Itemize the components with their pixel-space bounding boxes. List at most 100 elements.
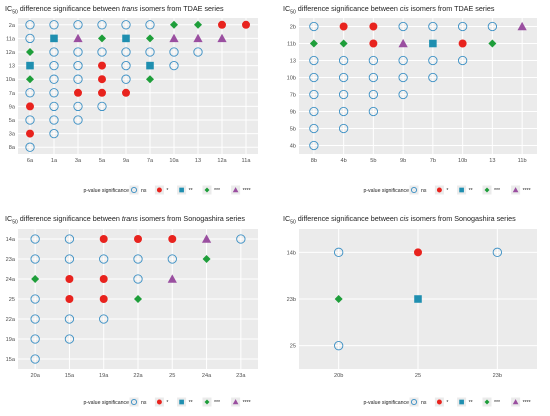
legend-label: ** [189, 188, 193, 194]
x-tick-label: 23b [493, 373, 502, 379]
legend-label: * [166, 400, 168, 406]
point-marker-p-lt-0-0001 [167, 274, 177, 283]
point-marker-ns [309, 55, 319, 66]
point-marker-p-lt-0-0001 [232, 399, 239, 405]
point-marker-p-lt-0-0001 [232, 187, 239, 193]
y-tick-label: 24a [6, 277, 16, 283]
y-tick-label: 3a [9, 132, 16, 138]
point-marker-p-lt-0-05 [156, 187, 162, 193]
point-marker-ns [73, 47, 83, 57]
point-marker-ns [410, 398, 418, 406]
point-marker-ns [338, 106, 349, 117]
plot-background [299, 18, 537, 154]
point-marker-ns [487, 21, 498, 32]
title-text: isomers from Sonogashira series [137, 214, 245, 223]
x-tick-label: 8b [311, 158, 317, 164]
point-marker-ns [169, 47, 179, 57]
points-layer [30, 234, 246, 364]
point-marker-ns [145, 47, 155, 57]
y-tick-label: 8a [9, 145, 16, 151]
point-marker-ns [73, 60, 83, 71]
legend-key [129, 185, 139, 195]
point-marker-p-lt-0-001 [488, 39, 497, 48]
point-marker-ns [64, 334, 75, 344]
y-tick-label: 5b [290, 127, 296, 133]
point-marker-p-lt-0-05 [134, 235, 142, 243]
y-tick-label: 25 [9, 297, 15, 303]
x-tick-label: 13 [195, 158, 201, 164]
point-marker-ns [30, 294, 40, 304]
point-marker-ns [309, 140, 319, 151]
legend-label: * [446, 188, 448, 194]
point-marker-ns [64, 254, 75, 264]
y-tick-label: 23b [287, 297, 296, 303]
legend-title: p-value significance [363, 188, 409, 194]
point-marker-p-lt-0-01 [459, 187, 464, 193]
point-marker-ns [368, 55, 379, 66]
legend-title: p-value significance [363, 400, 409, 406]
point-marker-ns [25, 88, 35, 98]
points-layer [334, 247, 502, 351]
point-marker-ns [30, 334, 40, 344]
y-tick-label: 25 [290, 344, 296, 350]
x-tick-label: 25 [415, 373, 421, 379]
point-marker-ns [133, 274, 143, 284]
point-marker-ns [97, 101, 107, 112]
point-marker-ns [30, 254, 40, 264]
point-marker-ns [73, 74, 83, 84]
legend-label: ns [421, 400, 427, 406]
point-marker-p-lt-0-05 [74, 88, 82, 97]
title-text: isomers from TDAE series [137, 4, 224, 13]
legend-label: ** [189, 400, 193, 406]
point-marker-p-lt-0-0001 [193, 33, 203, 43]
x-tick-label: 1a [51, 158, 58, 164]
x-tick-label: 7a [147, 158, 154, 164]
legend-label: *** [214, 400, 220, 406]
point-marker-ns [130, 398, 138, 406]
point-marker-ns [121, 47, 131, 57]
point-marker-p-lt-0-001 [204, 187, 210, 193]
point-marker-p-lt-0-05 [99, 295, 108, 303]
title-text: isomers from TDAE series [408, 4, 495, 13]
y-tick-label: 10b [287, 76, 296, 82]
legend-label: * [166, 188, 168, 194]
legend-label: ns [421, 188, 427, 194]
x-tick-label: 11a [242, 158, 252, 164]
point-marker-p-lt-0-01 [179, 399, 184, 405]
point-marker-p-lt-0-001 [146, 75, 154, 84]
point-marker-ns [30, 354, 40, 364]
point-marker-ns [25, 142, 35, 152]
legend-label: **** [523, 400, 531, 406]
y-tick-label: 11b [287, 42, 296, 48]
x-tick-label: 7b [430, 158, 436, 164]
y-tick-label: 9a [9, 104, 16, 110]
points-layer [25, 20, 250, 152]
point-marker-p-lt-0-001 [26, 75, 34, 84]
title-text: IC [283, 214, 291, 223]
title-emphasis: cis [399, 214, 409, 223]
panel-title: IC50 difference significance between cis… [283, 4, 494, 15]
point-marker-ns [97, 20, 107, 30]
x-tick-label: 22a [133, 373, 143, 379]
title-text: isomers from Sonogashira series [408, 214, 516, 223]
point-marker-ns [130, 186, 138, 194]
point-marker-ns [368, 72, 379, 83]
y-tick-label: 23a [6, 257, 16, 263]
y-tick-label: 12a [6, 50, 16, 56]
y-tick-label: 19a [6, 337, 16, 343]
legend: p-value significance ns * ** *** **** [363, 185, 531, 195]
x-tick-label: 13 [489, 158, 495, 164]
point-marker-ns [49, 88, 59, 98]
panel-trans-sonogashira: IC50 difference significance between tra… [0, 205, 275, 411]
point-marker-p-lt-0-001 [31, 275, 40, 283]
x-tick-label: 9a [123, 158, 130, 164]
point-marker-p-lt-0-05 [122, 88, 130, 97]
y-tick-label: 11a [6, 36, 16, 42]
x-tick-label: 15a [65, 373, 75, 379]
title-text: difference significance between [17, 4, 122, 13]
point-marker-ns [334, 247, 344, 257]
point-marker-ns [398, 89, 408, 100]
point-marker-ns [121, 74, 131, 84]
point-marker-ns [236, 234, 246, 244]
